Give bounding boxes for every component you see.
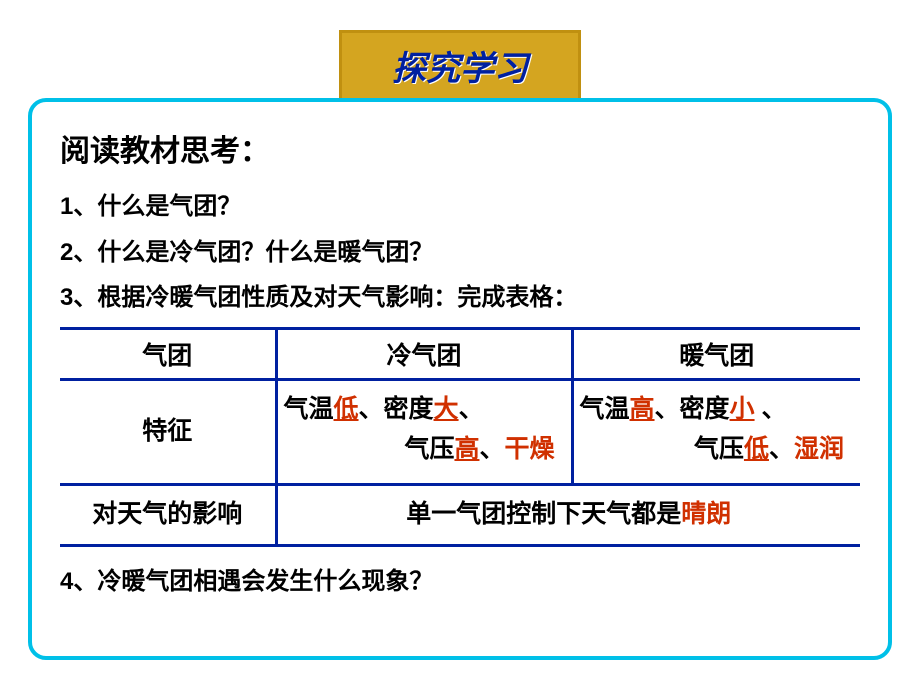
cold-l2b-hl: 干燥 <box>504 435 554 463</box>
cell-warm-feature: 气温高、密度小 、 气压低、湿润 <box>572 379 860 484</box>
warm-l1a-hl: 高 <box>630 395 655 423</box>
warm-l2b: 、 <box>769 435 794 463</box>
warm-l1b-hl: 小 <box>730 395 755 423</box>
row-feature-label: 特征 <box>60 379 276 484</box>
cold-l2a: 气压 <box>404 435 454 463</box>
warm-l1b: 、密度 <box>655 395 730 423</box>
section-heading: 阅读教材思考： <box>60 126 860 170</box>
q3-suffix: 完成表格： <box>457 284 577 311</box>
cold-l1b-hl: 大 <box>434 395 459 423</box>
table-feature-row: 特征 气温低、密度大、 气压高、干燥 气温高、密度小 、 气压低、湿润 <box>60 379 860 484</box>
warm-l2b-hl: 湿润 <box>794 435 844 463</box>
cold-l2b: 、 <box>479 435 504 463</box>
question-4: 4、冷暖气团相遇会发生什么现象？ <box>60 565 860 599</box>
cold-l1a: 气温 <box>284 395 334 423</box>
cold-l1c: 、 <box>459 395 484 423</box>
cell-cold-feature: 气温低、密度大、 气压高、干燥 <box>276 379 572 484</box>
warm-l1c: 、 <box>755 395 787 423</box>
effect-text: 单一气团控制下天气都是 <box>406 500 681 528</box>
question-1: 1、什么是气团？ <box>60 190 860 224</box>
warm-l2a: 气压 <box>694 435 744 463</box>
table-header-row: 气团 冷气团 暖气团 <box>60 328 860 379</box>
effect-hl: 晴朗 <box>681 500 731 528</box>
cold-l2a-hl: 高 <box>454 435 479 463</box>
table-effect-row: 对天气的影响 单一气团控制下天气都是晴朗 <box>60 484 860 545</box>
cold-l1a-hl: 低 <box>334 395 359 423</box>
feature-table: 气团 冷气团 暖气团 特征 气温低、密度大、 气压高、干燥 气温高、密度小 、 … <box>60 327 860 547</box>
th-cold: 冷气团 <box>276 328 572 379</box>
title-text: 探究学习 <box>392 50 528 88</box>
th-warm: 暖气团 <box>572 328 860 379</box>
th-airmass: 气团 <box>60 328 276 379</box>
q3-prefix: 3、根据冷暖气团性质及对天气影响： <box>60 284 457 311</box>
title-badge: 探究学习 <box>339 30 581 101</box>
content-box: 阅读教材思考： 1、什么是气团？ 2、什么是冷气团？什么是暖气团？ 3、根据冷暖… <box>28 98 892 660</box>
warm-l1a: 气温 <box>580 395 630 423</box>
row-effect-label: 对天气的影响 <box>60 484 276 545</box>
cell-effect: 单一气团控制下天气都是晴朗 <box>276 484 860 545</box>
question-2: 2、什么是冷气团？什么是暖气团？ <box>60 236 860 270</box>
question-3: 3、根据冷暖气团性质及对天气影响：完成表格： <box>60 281 860 315</box>
cold-l1b: 、密度 <box>359 395 434 423</box>
warm-l2a-hl: 低 <box>744 435 769 463</box>
